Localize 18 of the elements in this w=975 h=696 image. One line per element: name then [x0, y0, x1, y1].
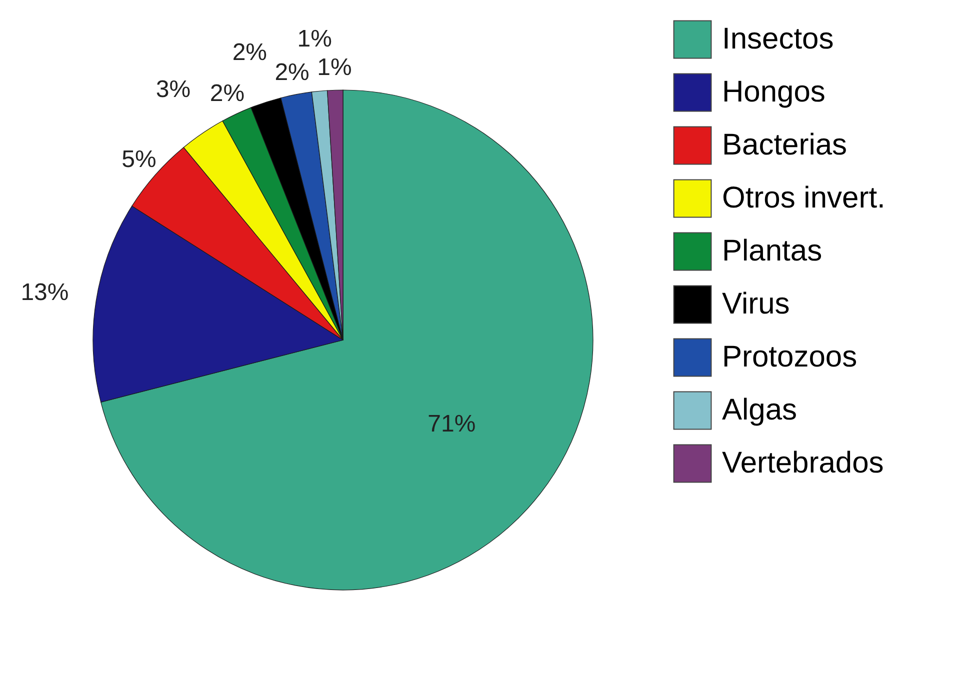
- data-label: 2%: [210, 80, 245, 107]
- data-label: 1%: [317, 54, 352, 82]
- legend-label: Hongos: [722, 76, 826, 108]
- data-label: 2%: [274, 58, 310, 86]
- legend-label: Protozoos: [722, 340, 858, 374]
- legend-label: Insectos: [722, 22, 834, 56]
- legend-label: Vertebrados: [722, 446, 884, 480]
- data-label: 3%: [156, 76, 191, 104]
- legend-label: Bacterias: [722, 128, 848, 162]
- legend-label: Plantas: [722, 234, 822, 268]
- data-label: 2%: [232, 38, 268, 66]
- legend-label: Algas: [722, 394, 798, 426]
- legend-label: Otros invert.: [722, 182, 886, 214]
- data-label: 5%: [122, 146, 156, 174]
- data-label: 71%: [428, 410, 476, 438]
- data-label: 1%: [297, 25, 332, 52]
- legend-label: Virus: [722, 288, 790, 320]
- data-label: 13%: [20, 278, 69, 306]
